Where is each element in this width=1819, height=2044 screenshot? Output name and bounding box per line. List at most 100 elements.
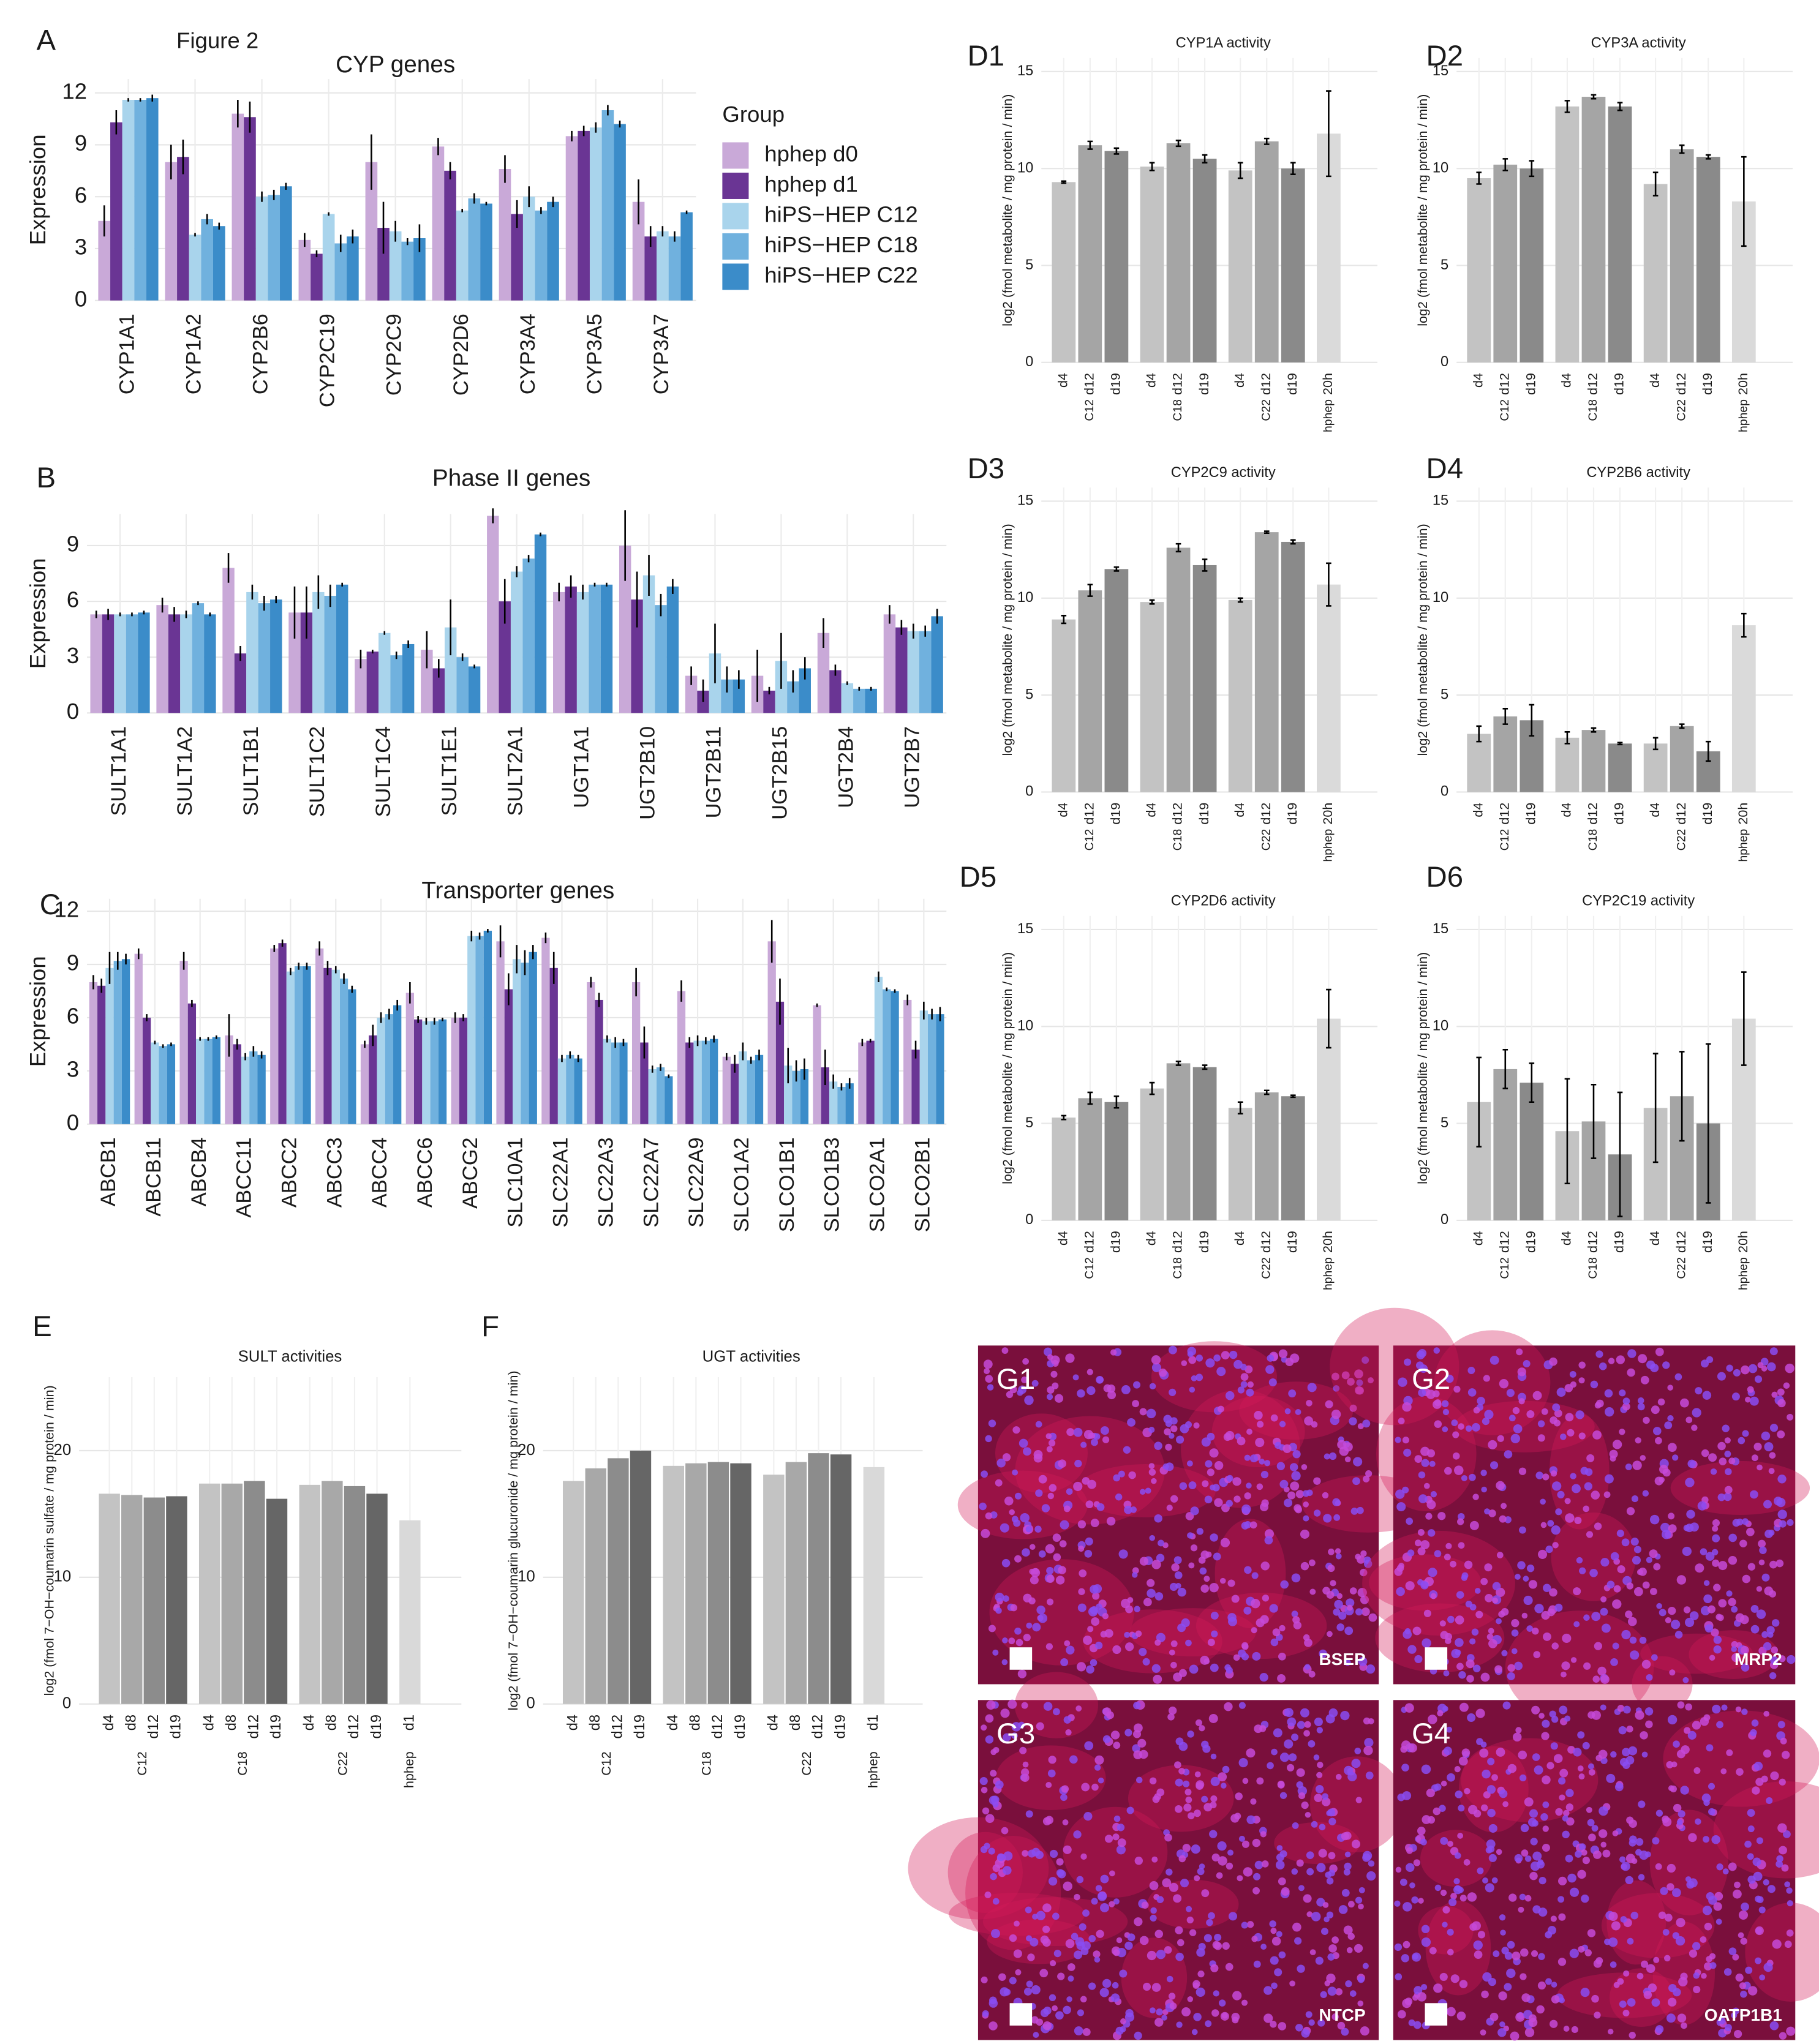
cell-nucleus xyxy=(1078,1546,1085,1552)
cell-nucleus xyxy=(1662,1530,1671,1539)
cell-nucleus xyxy=(1396,1587,1405,1596)
cell-nucleus xyxy=(1676,1749,1685,1759)
cell-nucleus xyxy=(1600,1607,1608,1616)
bar xyxy=(459,1017,468,1124)
stain-patch xyxy=(1121,1937,1188,2018)
cell-nucleus xyxy=(1055,2011,1064,2020)
cell-nucleus xyxy=(1604,1389,1613,1398)
cell-nucleus xyxy=(1417,1528,1425,1536)
bar xyxy=(601,110,614,301)
cell-nucleus xyxy=(1183,1803,1192,1812)
error-bar xyxy=(1149,162,1155,171)
cell-nucleus xyxy=(1450,1974,1459,1983)
bar xyxy=(438,1019,447,1124)
cell-nucleus xyxy=(1450,1560,1456,1568)
image-stain-label: MRP2 xyxy=(1734,1650,1782,1669)
group-label: C18 xyxy=(699,1751,714,1776)
cell-nucleus xyxy=(1210,1795,1218,1803)
cell-nucleus xyxy=(1758,1559,1765,1566)
cell-nucleus xyxy=(1535,1471,1543,1479)
chart-title: CYP1A activity xyxy=(1176,35,1271,51)
error-bar xyxy=(1652,1053,1659,1163)
cell-nucleus xyxy=(981,1787,988,1794)
stain-patch xyxy=(987,1919,1091,1964)
cell-nucleus xyxy=(1750,1729,1757,1737)
cell-nucleus xyxy=(1327,1953,1335,1961)
cell-nucleus xyxy=(983,1359,993,1369)
cell-nucleus xyxy=(1712,1534,1720,1542)
cell-nucleus xyxy=(1520,1973,1527,1980)
cell-nucleus xyxy=(1357,1423,1364,1430)
cell-nucleus xyxy=(1772,1939,1782,1949)
cell-nucleus xyxy=(1668,1512,1675,1520)
error-bar xyxy=(1202,558,1208,572)
cell-nucleus xyxy=(1096,1603,1102,1610)
cell-nucleus xyxy=(1717,1493,1726,1501)
cell-nucleus xyxy=(1313,1477,1321,1485)
cell-nucleus xyxy=(1097,1892,1107,1901)
stain-patch xyxy=(1606,1880,1666,1965)
cell-nucleus xyxy=(1264,1460,1271,1467)
cell-nucleus xyxy=(1203,1803,1213,1812)
cell-nucleus xyxy=(1667,1997,1677,2007)
cell-nucleus xyxy=(1250,1798,1257,1805)
cell-nucleus xyxy=(1154,2018,1164,2027)
cell-nucleus xyxy=(1099,1988,1109,1997)
cell-nucleus xyxy=(1518,1750,1527,1760)
cell-nucleus xyxy=(1008,1637,1015,1645)
cell-nucleus xyxy=(1555,1508,1562,1516)
cell-nucleus xyxy=(1123,1446,1131,1454)
cell-nucleus xyxy=(1341,1371,1350,1380)
bar xyxy=(204,614,216,713)
group-label: C18 xyxy=(1586,829,1600,851)
cell-nucleus xyxy=(1583,1614,1590,1621)
y-tick-label: 15 xyxy=(1433,493,1448,509)
cell-nucleus xyxy=(1771,1619,1780,1627)
cell-nucleus xyxy=(1621,1629,1631,1640)
bar xyxy=(1731,625,1756,792)
bar xyxy=(105,968,114,1124)
cell-nucleus xyxy=(1591,1612,1601,1621)
cell-nucleus xyxy=(1311,1820,1318,1828)
cell-nucleus xyxy=(1296,1781,1303,1789)
cell-nucleus xyxy=(1288,1753,1297,1762)
cell-nucleus xyxy=(1595,1350,1603,1358)
cell-nucleus xyxy=(1769,1452,1776,1459)
cell-nucleus xyxy=(1291,1573,1301,1583)
error-bar xyxy=(1679,723,1685,729)
cell-nucleus xyxy=(1467,1713,1476,1723)
cell-nucleus xyxy=(1692,1721,1701,1730)
cell-nucleus xyxy=(1093,1950,1101,1958)
bar xyxy=(874,977,883,1124)
cell-nucleus xyxy=(1154,1793,1161,1801)
x-tick-label: SLC22A9 xyxy=(685,1137,708,1227)
cell-nucleus xyxy=(1577,1869,1586,1879)
bar xyxy=(903,999,912,1124)
cell-nucleus xyxy=(1531,1950,1538,1957)
cell-nucleus xyxy=(1094,1641,1103,1650)
cell-nucleus xyxy=(1052,1533,1061,1542)
bar xyxy=(800,1069,809,1124)
cell-nucleus xyxy=(1629,1819,1637,1828)
bar xyxy=(378,633,391,713)
scale-marker xyxy=(1009,2003,1033,2026)
cell-nucleus xyxy=(1598,1829,1608,1838)
bar xyxy=(1228,1108,1252,1220)
bar xyxy=(168,614,181,713)
cell-nucleus xyxy=(1515,1727,1522,1734)
cell-nucleus xyxy=(1402,1791,1412,1800)
cell-nucleus xyxy=(1358,1887,1365,1893)
group-label: C22 xyxy=(1259,399,1273,421)
cell-nucleus xyxy=(1561,1661,1570,1670)
cell-nucleus xyxy=(1608,1911,1618,1922)
cell-nucleus xyxy=(1240,1381,1248,1388)
x-tick-label: d19 xyxy=(732,1715,748,1738)
cell-nucleus xyxy=(1702,1391,1712,1400)
cell-nucleus xyxy=(1124,1729,1132,1737)
cell-nucleus xyxy=(1487,1808,1496,1817)
cell-nucleus xyxy=(1511,1648,1518,1655)
cell-nucleus xyxy=(1733,1889,1742,1899)
cell-nucleus xyxy=(1473,1940,1483,1950)
cell-nucleus xyxy=(1720,1768,1727,1775)
cell-nucleus xyxy=(1082,1909,1090,1917)
